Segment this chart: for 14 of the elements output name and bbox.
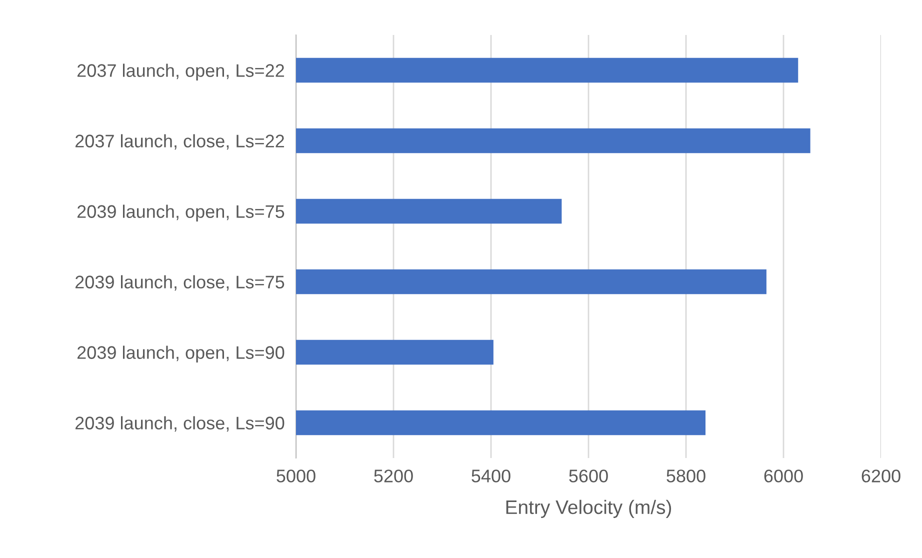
y-tick-label: 2037 launch, open, Ls=22 [77,64,284,81]
y-tick-label: 2039 launch, open, Ls=90 [77,346,284,363]
y-tick-label: 2039 launch, close, Ls=90 [76,416,284,432]
y-tick-label: 2037 launch, close, Ls=22 [76,134,284,150]
x-tick-label: 5600 [569,470,608,482]
x-axis-title: Entry Velocity (m/s) [506,500,672,518]
x-tick-label: 5400 [472,470,510,482]
x-tick-label: 5000 [276,470,316,482]
x-tick-label: 5200 [374,470,413,482]
y-tick-label: 2039 launch, open, Ls=75 [77,204,284,222]
x-tick-label: 6000 [764,470,803,482]
y-tick-label: 2039 launch, close, Ls=75 [76,275,284,291]
x-tick-label: 5800 [666,470,706,482]
x-tick-label: 6200 [862,470,900,482]
